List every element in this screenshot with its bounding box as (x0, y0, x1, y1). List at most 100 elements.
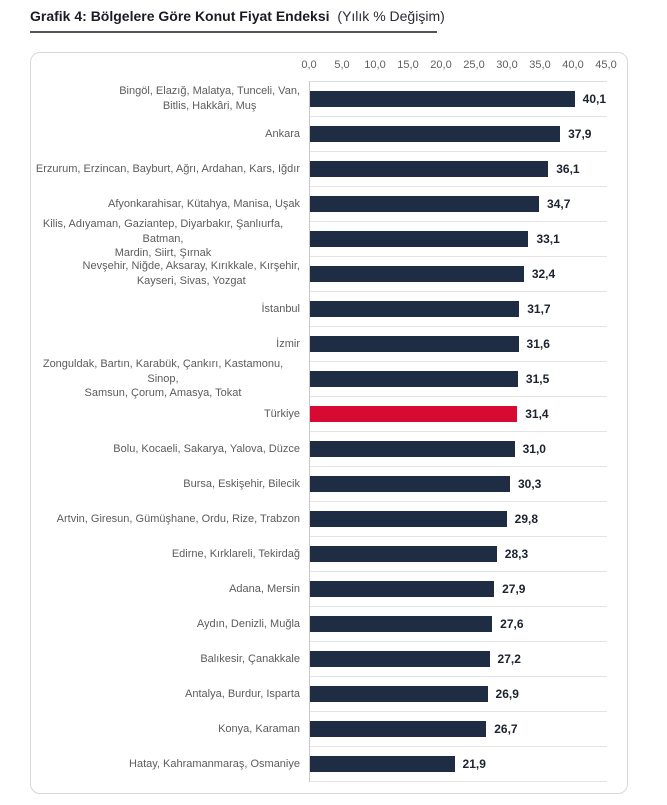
value-label: 26,9 (495, 687, 519, 701)
category-label: İstanbul (26, 292, 300, 326)
plot-area: Bingöl, Elazığ, Malatya, Tunceli, Van, B… (36, 81, 607, 782)
chart-row: Edirne, Kırklareli, Tekirdağ 28,3 (172, 537, 607, 572)
chart-row: Antalya, Burdur, Isparta 26,9 (185, 677, 607, 712)
category-label-text: Kilis, Adıyaman, Gaziantep, Diyarbakır, … (42, 217, 284, 260)
chart-row: Türkiye 31,4 (264, 397, 607, 432)
bar (310, 91, 575, 107)
category-label: Antalya, Burdur, Isparta (26, 677, 300, 711)
value-label: 33,1 (536, 232, 560, 246)
category-label-text: Adana, Mersin (229, 582, 300, 595)
chart-row: Zonguldak, Bartın, Karabük, Çankırı, Kas… (43, 358, 607, 399)
category-label: Kilis, Adıyaman, Gaziantep, Diyarbakır, … (26, 218, 300, 260)
category-label-text: Türkiye (263, 407, 300, 420)
x-axis-tick: 35,0 (529, 59, 551, 71)
value-label: 31,6 (526, 337, 550, 351)
bar (310, 546, 497, 562)
chart-row: Adana, Mersin 27,9 (229, 572, 607, 607)
category-label-text: Aydın, Denizli, Muğla (196, 617, 300, 630)
category-label: Afyonkarahisar, Kütahya, Manisa, Uşak (26, 187, 300, 221)
chart-row: Balıkesir, Çanakkale 27,2 (200, 642, 607, 677)
chart-row: Nevşehir, Niğde, Aksaray, Kırıkkale, Kır… (83, 257, 607, 292)
chart-container: 0,0 5,0 10,0 15,0 20,0 25,0 30,0 35,0 40,0 45,0 B… (30, 52, 628, 794)
category-label-text: Ankara (265, 127, 300, 140)
value-label: 31,0 (522, 442, 546, 456)
value-label: 37,9 (568, 127, 592, 141)
x-axis-tick: 25,0 (463, 59, 485, 71)
chart-row: Aydın, Denizli, Muğla 27,6 (197, 607, 607, 642)
title-underline (30, 31, 437, 33)
value-label: 30,3 (517, 477, 542, 491)
bar (310, 441, 515, 457)
category-label-text: Nevşehir, Niğde, Aksaray, Kırıkkale, Kır… (82, 260, 300, 287)
bar (310, 231, 529, 247)
category-label: Zonguldak, Bartın, Karabük, Çankırı, Kas… (26, 358, 300, 400)
x-axis-tick: 40,0 (562, 59, 584, 71)
bar (310, 616, 493, 632)
category-label: Nevşehir, Niğde, Aksaray, Kırıkkale, Kır… (26, 257, 300, 291)
category-label-text: Bingöl, Elazığ, Malatya, Tunceli, Van, B… (119, 85, 300, 112)
category-label: Konya, Karaman (26, 712, 300, 746)
category-label-text: Edirne, Kırklareli, Tekirdağ (171, 547, 300, 560)
category-label-text: İstanbul (261, 302, 300, 315)
value-label: 27,6 (500, 617, 524, 631)
x-axis: 0,0 5,0 10,0 15,0 20,0 25,0 30,0 35,0 40,0 45,0 (301, 59, 616, 75)
value-label: 28,3 (504, 547, 529, 561)
category-label: Bursa, Eskişehir, Bilecik (26, 467, 300, 501)
x-axis-tick: 10,0 (364, 59, 386, 71)
chart-title: Grafik 4: Bölgelere Göre Konut Fiyat End… (30, 8, 445, 24)
value-label: 34,7 (547, 197, 571, 211)
category-label-text: Hatay, Kahramanmaraş, Osmaniye (129, 757, 300, 770)
bar (310, 721, 487, 737)
bar-highlight (310, 406, 518, 422)
category-label: Türkiye (26, 397, 300, 431)
category-label: Bingöl, Elazığ, Malatya, Tunceli, Van, B… (26, 82, 300, 116)
bar (310, 511, 507, 527)
chart-row: Hatay, Kahramanmaraş, Osmaniye 21,9 (129, 747, 607, 782)
chart-row: Erzurum, Erzincan, Bayburt, Ağrı, Ardaha… (36, 152, 607, 187)
chart-row: Kilis, Adıyaman, Gaziantep, Diyarbakır, … (43, 218, 607, 259)
x-axis-tick: 45,0 (595, 59, 617, 71)
value-label: 26,7 (494, 722, 518, 736)
bar (310, 756, 455, 772)
value-label: 40,1 (582, 92, 607, 106)
x-axis-tick: 0,0 (301, 59, 317, 71)
chart-row: Artvin, Giresun, Gümüşhane, Ordu, Rize, … (57, 502, 607, 537)
bar (310, 371, 518, 387)
chart-row: Afyonkarahisar, Kütahya, Manisa, Uşak 34,… (108, 187, 607, 222)
category-label-text: Afyonkarahisar, Kütahya, Manisa, Uşak (108, 197, 300, 210)
chart-row: Bolu, Kocaeli, Sakarya, Yalova, Düzce 31,… (113, 432, 607, 467)
category-label-text: Artvin, Giresun, Gümüşhane, Ordu, Rize, … (56, 512, 300, 525)
value-label: 21,9 (462, 757, 486, 771)
chart-row: Bingöl, Elazığ, Malatya, Tunceli, Van, B… (119, 82, 607, 117)
bar (310, 301, 520, 317)
category-label-text: Bursa, Eskişehir, Bilecik (183, 477, 300, 490)
category-label: Balıkesir, Çanakkale (26, 642, 300, 676)
category-label: Adana, Mersin (26, 572, 300, 606)
bar (310, 651, 490, 667)
bar (310, 196, 540, 212)
category-label-text: Erzurum, Erzincan, Bayburt, Ağrı, Ardaha… (35, 162, 300, 175)
category-label: Artvin, Giresun, Gümüşhane, Ordu, Rize, … (26, 502, 300, 536)
value-label: 29,8 (514, 512, 539, 526)
category-label: Aydın, Denizli, Muğla (26, 607, 300, 641)
category-label-text: Konya, Karaman (218, 722, 300, 735)
category-label: Edirne, Kırklareli, Tekirdağ (26, 537, 300, 571)
bar (310, 686, 488, 702)
chart-title-suffix: (Yılık % Değişim) (337, 8, 445, 24)
x-axis-tick: 15,0 (397, 59, 419, 71)
bar (310, 336, 519, 352)
value-label: 32,4 (531, 267, 556, 281)
x-axis-tick: 20,0 (430, 59, 452, 71)
bar (310, 126, 561, 142)
value-label: 27,2 (497, 652, 521, 666)
category-label-text: İzmir (276, 337, 300, 350)
chart-row: Ankara 37,9 (265, 117, 607, 152)
category-label: İzmir (26, 327, 300, 361)
category-label: Hatay, Kahramanmaraş, Osmaniye (26, 747, 300, 781)
category-label-text: Bolu, Kocaeli, Sakarya, Yalova, Düzce (113, 442, 300, 455)
value-label: 31,7 (527, 302, 551, 316)
bar (310, 266, 524, 282)
category-label-text: Antalya, Burdur, Isparta (185, 687, 300, 700)
x-axis-tick: 5,0 (334, 59, 350, 71)
